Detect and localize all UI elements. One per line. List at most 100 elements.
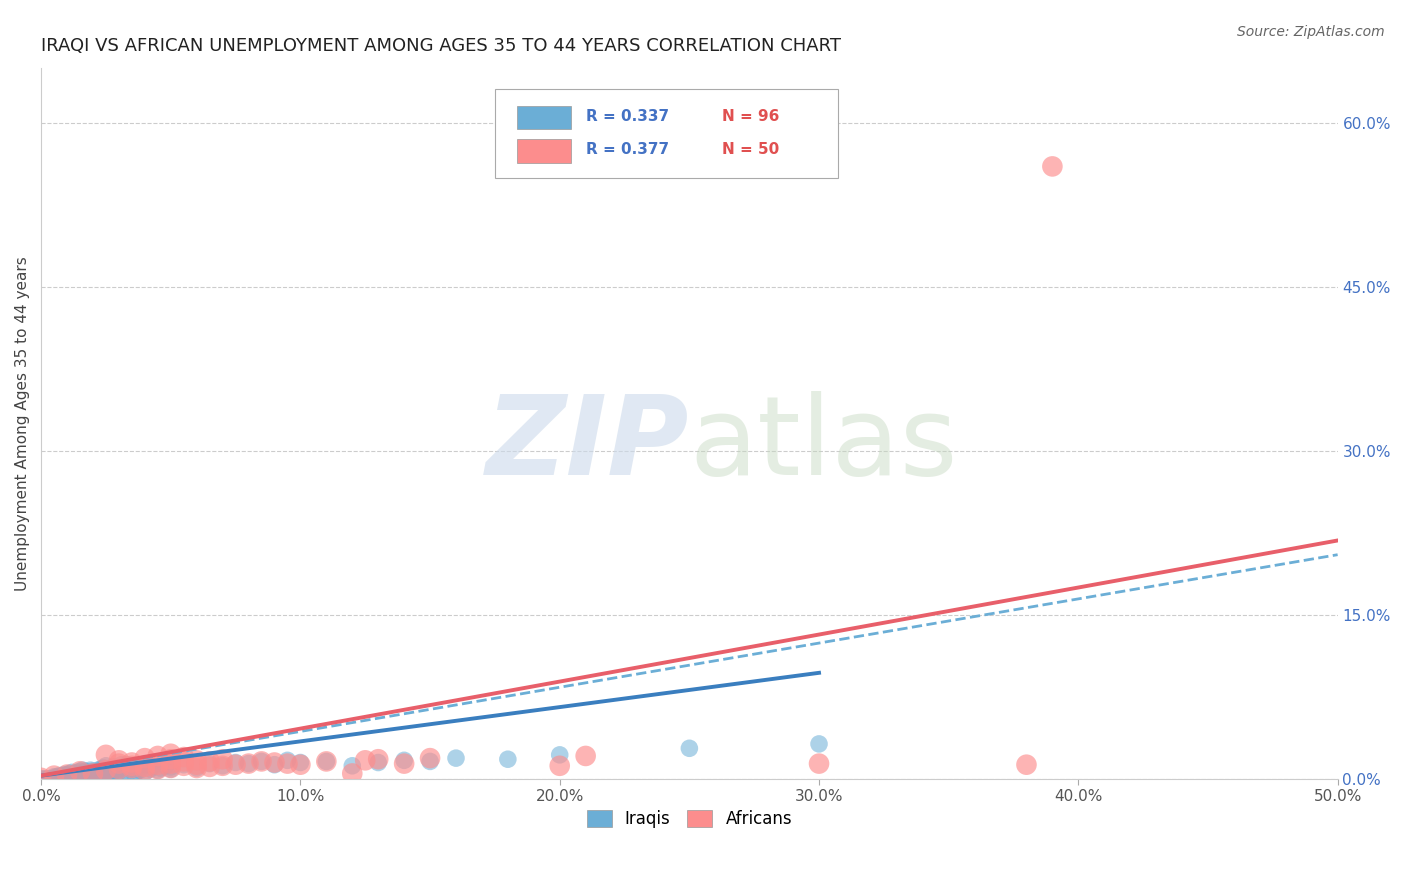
Point — [56, 767, 79, 781]
Point — [134, 765, 156, 780]
Point — [808, 737, 831, 751]
Point — [211, 752, 233, 766]
Point — [548, 747, 571, 762]
Point — [108, 764, 131, 779]
Y-axis label: Unemployment Among Ages 35 to 44 years: Unemployment Among Ages 35 to 44 years — [15, 256, 30, 591]
Point — [392, 756, 415, 771]
FancyBboxPatch shape — [517, 105, 571, 129]
Point — [315, 755, 337, 769]
Point — [159, 752, 181, 766]
Point — [84, 765, 107, 780]
Point — [94, 769, 117, 783]
Point — [444, 751, 467, 765]
Point — [108, 753, 131, 767]
Point — [63, 767, 86, 781]
Point — [30, 772, 52, 786]
Point — [53, 770, 76, 784]
Point — [41, 772, 63, 786]
Point — [110, 757, 132, 772]
Point — [263, 756, 285, 770]
Point — [108, 762, 131, 776]
Point — [159, 760, 181, 774]
Point — [53, 767, 76, 781]
Point — [276, 753, 298, 767]
Point — [48, 769, 70, 783]
Point — [115, 764, 138, 779]
Point — [79, 763, 101, 777]
Point — [66, 769, 89, 783]
Point — [110, 766, 132, 780]
FancyBboxPatch shape — [517, 139, 571, 162]
Point — [76, 765, 98, 780]
Point — [678, 741, 700, 756]
Point — [93, 761, 115, 775]
Point — [367, 752, 389, 766]
Point — [115, 757, 138, 772]
Point — [159, 756, 181, 771]
Text: Source: ZipAtlas.com: Source: ZipAtlas.com — [1237, 25, 1385, 39]
Point — [51, 769, 73, 783]
Point — [56, 767, 79, 781]
Point — [198, 760, 221, 774]
Point — [225, 756, 247, 770]
Point — [124, 766, 146, 780]
Point — [367, 756, 389, 770]
Point — [63, 766, 86, 780]
Point — [250, 755, 273, 769]
Point — [263, 757, 285, 772]
Point — [60, 769, 83, 783]
Text: R = 0.337: R = 0.337 — [586, 109, 669, 124]
Point — [45, 772, 67, 786]
Point — [42, 770, 65, 784]
Point — [139, 762, 162, 776]
Point — [186, 761, 208, 775]
Point — [32, 772, 55, 786]
Point — [90, 762, 112, 776]
Point — [225, 757, 247, 772]
Point — [94, 763, 117, 777]
Point — [87, 766, 110, 780]
Point — [87, 763, 110, 777]
Point — [392, 753, 415, 767]
Text: N = 50: N = 50 — [721, 142, 779, 157]
Point — [149, 761, 172, 775]
Point — [146, 757, 169, 772]
Point — [575, 748, 598, 763]
Point — [186, 753, 208, 767]
Point — [342, 766, 364, 780]
Point — [121, 759, 143, 773]
Point — [45, 770, 67, 784]
Point — [173, 755, 195, 769]
Point — [82, 766, 104, 780]
Point — [60, 765, 83, 780]
Point — [48, 771, 70, 785]
Point — [1042, 160, 1064, 174]
Point — [146, 763, 169, 777]
Point — [198, 756, 221, 771]
Point — [238, 756, 260, 771]
Point — [79, 766, 101, 780]
Point — [238, 756, 260, 771]
Point — [82, 764, 104, 779]
Point — [90, 765, 112, 780]
Point — [72, 763, 94, 777]
Point — [159, 747, 181, 761]
Point — [136, 757, 159, 772]
Point — [69, 767, 91, 781]
Point — [211, 759, 233, 773]
Point — [134, 751, 156, 765]
Point — [342, 759, 364, 773]
Point — [69, 764, 91, 779]
Point — [93, 764, 115, 779]
Point — [250, 755, 273, 769]
Point — [100, 765, 122, 780]
Point — [121, 761, 143, 775]
Point — [69, 764, 91, 779]
Point — [419, 751, 441, 765]
Point — [94, 759, 117, 773]
Point — [173, 750, 195, 764]
Point — [103, 763, 125, 777]
Point — [1015, 757, 1038, 772]
Point — [211, 759, 233, 773]
Point — [125, 764, 148, 779]
